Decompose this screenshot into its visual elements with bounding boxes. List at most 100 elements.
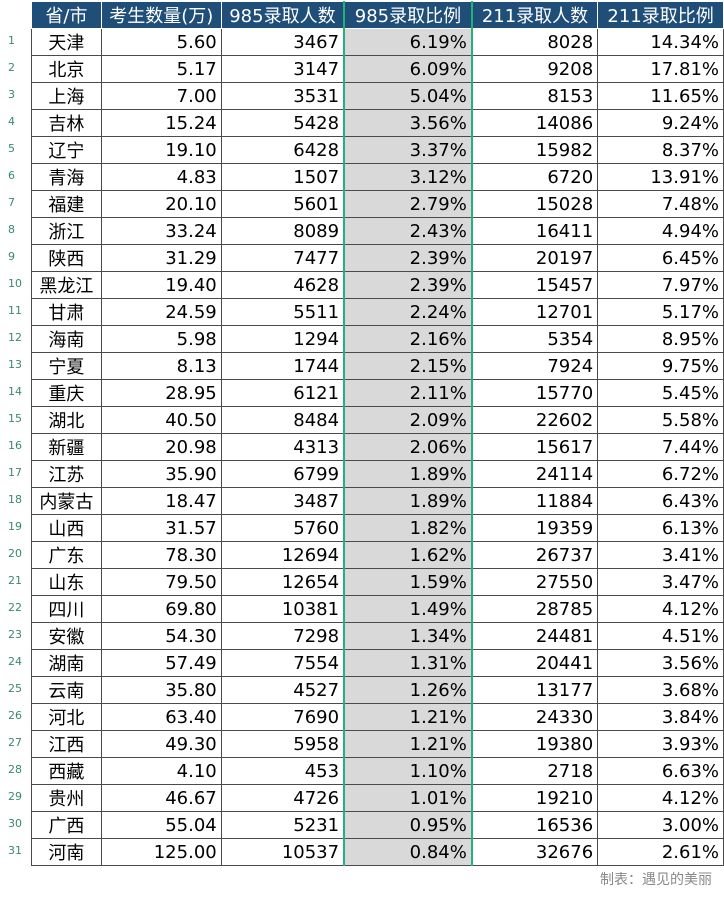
header-985-admitted[interactable]: 985录取人数 [220,1,345,29]
cell-province[interactable]: 甘肃 [31,298,102,326]
cell-211-ratio[interactable]: 7.97% [597,271,724,299]
row-number[interactable]: 6 [8,169,15,182]
row-number[interactable]: 19 [8,520,22,533]
cell-candidates[interactable]: 19.10 [100,136,222,164]
cell-211-ratio[interactable]: 7.44% [597,433,724,461]
cell-985-ratio[interactable]: 2.79% [343,190,473,218]
row-number[interactable]: 2 [8,61,15,74]
cell-985-admitted[interactable]: 4313 [220,433,345,461]
cell-province[interactable]: 江西 [31,730,102,758]
row-number[interactable]: 3 [8,88,15,101]
cell-211-ratio[interactable]: 3.93% [597,730,724,758]
cell-211-ratio[interactable]: 8.37% [597,136,724,164]
cell-candidates[interactable]: 55.04 [100,811,222,839]
cell-211-admitted[interactable]: 24330 [471,703,599,731]
cell-985-ratio[interactable]: 3.56% [343,109,473,137]
row-number[interactable]: 4 [8,115,15,128]
cell-211-ratio[interactable]: 13.91% [597,163,724,191]
cell-211-admitted[interactable]: 28785 [471,595,599,623]
cell-985-admitted[interactable]: 7298 [220,622,345,650]
cell-211-ratio[interactable]: 6.72% [597,460,724,488]
cell-985-ratio[interactable]: 2.16% [343,325,473,353]
cell-211-admitted[interactable]: 19380 [471,730,599,758]
cell-985-admitted[interactable]: 5760 [220,514,345,542]
cell-985-admitted[interactable]: 1744 [220,352,345,380]
cell-province[interactable]: 青海 [31,163,102,191]
cell-985-ratio[interactable]: 2.11% [343,379,473,407]
row-number[interactable]: 23 [8,628,22,641]
cell-985-ratio[interactable]: 0.84% [343,838,473,866]
cell-985-admitted[interactable]: 4628 [220,271,345,299]
header-candidates[interactable]: 考生数量(万) [100,1,222,29]
cell-211-ratio[interactable]: 17.81% [597,55,724,83]
cell-candidates[interactable]: 8.13 [100,352,222,380]
cell-211-admitted[interactable]: 11884 [471,487,599,515]
header-211-admitted[interactable]: 211录取人数 [471,1,599,29]
cell-211-admitted[interactable]: 13177 [471,676,599,704]
cell-candidates[interactable]: 31.57 [100,514,222,542]
cell-211-ratio[interactable]: 9.24% [597,109,724,137]
row-number[interactable]: 1 [8,34,15,47]
cell-985-admitted[interactable]: 7690 [220,703,345,731]
cell-province[interactable]: 河北 [31,703,102,731]
cell-candidates[interactable]: 5.17 [100,55,222,83]
cell-211-admitted[interactable]: 26737 [471,541,599,569]
cell-candidates[interactable]: 4.10 [100,757,222,785]
row-number[interactable]: 12 [8,331,22,344]
cell-211-ratio[interactable]: 14.34% [597,28,724,56]
cell-211-ratio[interactable]: 6.45% [597,244,724,272]
cell-211-ratio[interactable]: 7.48% [597,190,724,218]
cell-985-ratio[interactable]: 1.31% [343,649,473,677]
row-number[interactable]: 31 [8,844,22,857]
cell-211-ratio[interactable]: 4.94% [597,217,724,245]
cell-985-ratio[interactable]: 2.39% [343,271,473,299]
cell-candidates[interactable]: 69.80 [100,595,222,623]
cell-211-admitted[interactable]: 16411 [471,217,599,245]
cell-211-ratio[interactable]: 5.58% [597,406,724,434]
cell-province[interactable]: 天津 [31,28,102,56]
cell-985-ratio[interactable]: 1.62% [343,541,473,569]
row-number[interactable]: 8 [8,223,15,236]
cell-985-ratio[interactable]: 3.37% [343,136,473,164]
cell-985-admitted[interactable]: 453 [220,757,345,785]
cell-candidates[interactable]: 79.50 [100,568,222,596]
cell-985-admitted[interactable]: 8089 [220,217,345,245]
cell-candidates[interactable]: 35.80 [100,676,222,704]
cell-985-admitted[interactable]: 8484 [220,406,345,434]
cell-211-admitted[interactable]: 22602 [471,406,599,434]
cell-985-admitted[interactable]: 5428 [220,109,345,137]
cell-211-admitted[interactable]: 9208 [471,55,599,83]
row-number[interactable]: 21 [8,574,22,587]
cell-985-ratio[interactable]: 2.24% [343,298,473,326]
cell-211-ratio[interactable]: 6.43% [597,487,724,515]
cell-211-ratio[interactable]: 9.75% [597,352,724,380]
cell-985-ratio[interactable]: 1.01% [343,784,473,812]
cell-211-admitted[interactable]: 7924 [471,352,599,380]
cell-211-admitted[interactable]: 14086 [471,109,599,137]
cell-province[interactable]: 山东 [31,568,102,596]
cell-211-admitted[interactable]: 5354 [471,325,599,353]
cell-211-ratio[interactable]: 4.51% [597,622,724,650]
row-number[interactable]: 13 [8,358,22,371]
cell-985-ratio[interactable]: 1.34% [343,622,473,650]
row-number[interactable]: 17 [8,466,22,479]
cell-985-admitted[interactable]: 1294 [220,325,345,353]
cell-985-ratio[interactable]: 2.15% [343,352,473,380]
cell-211-admitted[interactable]: 19359 [471,514,599,542]
cell-211-ratio[interactable]: 3.47% [597,568,724,596]
cell-candidates[interactable]: 78.30 [100,541,222,569]
row-number[interactable]: 22 [8,601,22,614]
cell-985-admitted[interactable]: 5601 [220,190,345,218]
cell-985-ratio[interactable]: 1.26% [343,676,473,704]
cell-province[interactable]: 内蒙古 [31,487,102,515]
cell-985-admitted[interactable]: 6428 [220,136,345,164]
row-number[interactable]: 7 [8,196,15,209]
cell-211-ratio[interactable]: 8.95% [597,325,724,353]
cell-province[interactable]: 福建 [31,190,102,218]
cell-province[interactable]: 宁夏 [31,352,102,380]
cell-985-ratio[interactable]: 1.10% [343,757,473,785]
cell-211-ratio[interactable]: 3.68% [597,676,724,704]
cell-province[interactable]: 辽宁 [31,136,102,164]
cell-211-admitted[interactable]: 12701 [471,298,599,326]
cell-211-ratio[interactable]: 6.13% [597,514,724,542]
